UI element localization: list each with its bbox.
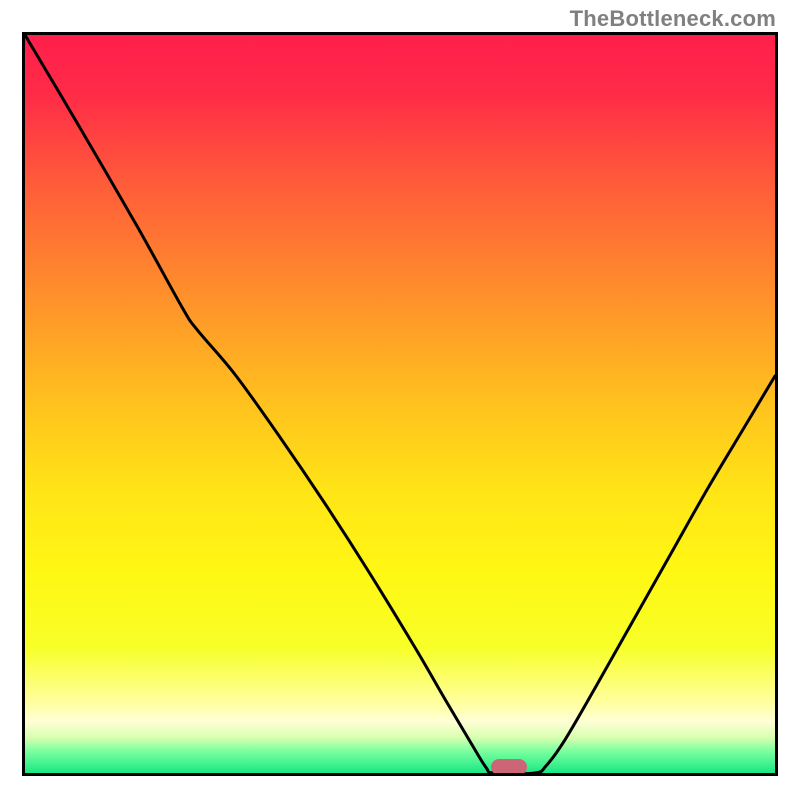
plot-border <box>22 32 778 776</box>
watermark-text: TheBottleneck.com <box>570 6 776 32</box>
chart-frame: TheBottleneck.com <box>0 0 800 800</box>
